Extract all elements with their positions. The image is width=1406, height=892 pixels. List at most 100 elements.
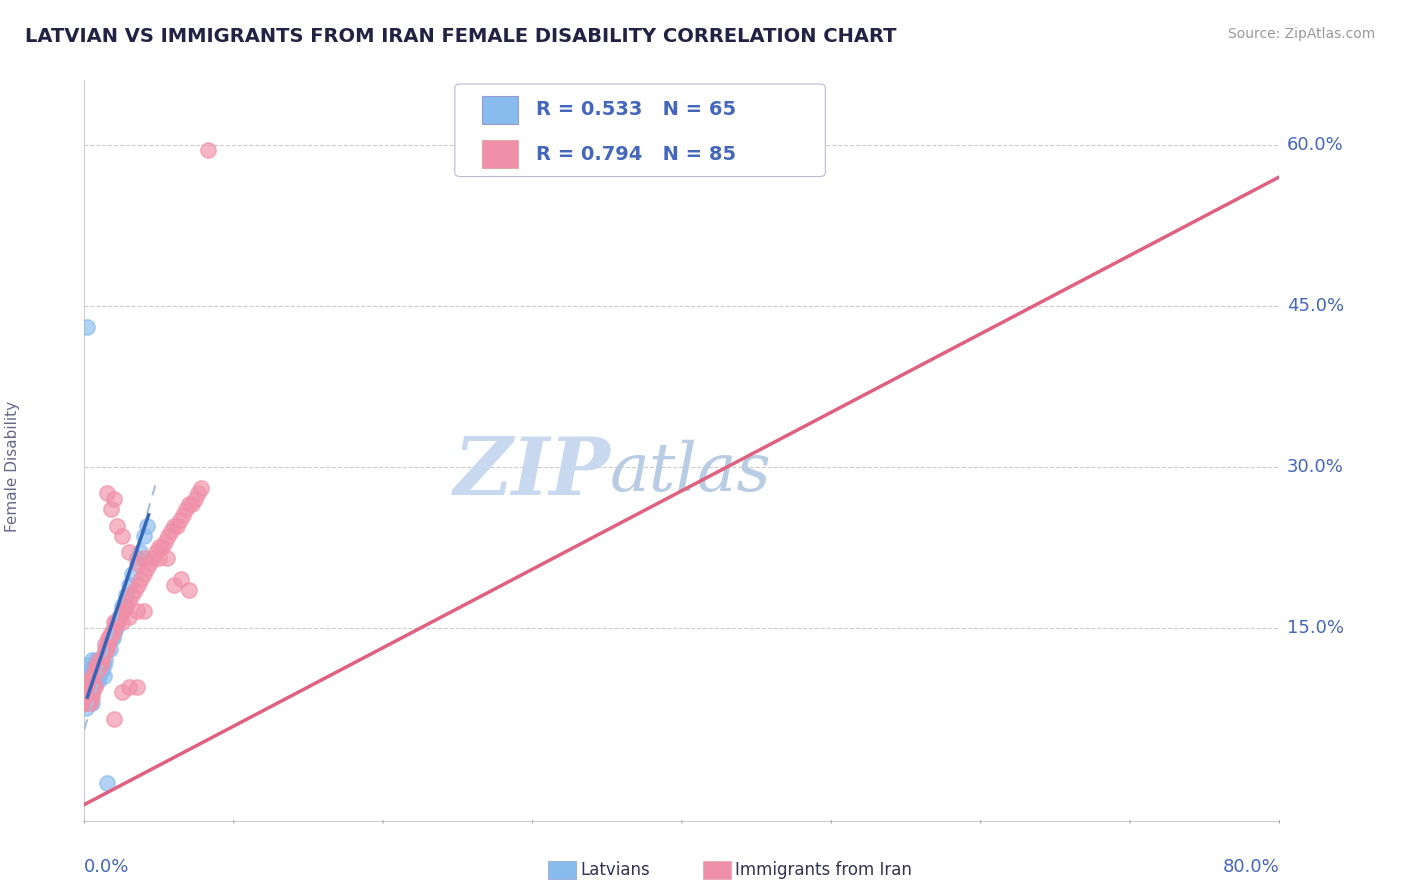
Point bbox=[82, 674, 104, 689]
Point bbox=[76, 674, 98, 689]
Point bbox=[82, 664, 104, 678]
Point bbox=[93, 648, 115, 662]
Point bbox=[76, 690, 98, 705]
Point bbox=[107, 609, 129, 624]
Point bbox=[83, 669, 105, 683]
Point bbox=[169, 513, 191, 527]
Point bbox=[125, 556, 148, 570]
Point bbox=[83, 658, 105, 673]
Point bbox=[132, 529, 156, 543]
Text: 80.0%: 80.0% bbox=[1223, 858, 1279, 876]
Point bbox=[75, 696, 97, 710]
Point bbox=[86, 658, 108, 673]
Point bbox=[83, 664, 105, 678]
Point bbox=[100, 625, 122, 640]
Point bbox=[83, 680, 105, 694]
Point bbox=[142, 550, 165, 565]
Point bbox=[89, 669, 111, 683]
Point bbox=[125, 604, 148, 618]
Point bbox=[101, 625, 124, 640]
Point bbox=[76, 696, 98, 710]
Point bbox=[103, 625, 125, 640]
Point bbox=[89, 653, 111, 667]
Point bbox=[148, 540, 170, 554]
Text: Source: ZipAtlas.com: Source: ZipAtlas.com bbox=[1227, 27, 1375, 41]
Point bbox=[166, 518, 188, 533]
Text: atlas: atlas bbox=[610, 440, 772, 505]
Point bbox=[94, 642, 117, 657]
Text: 60.0%: 60.0% bbox=[1286, 136, 1344, 153]
Point bbox=[77, 680, 100, 694]
Point bbox=[77, 685, 100, 699]
Point bbox=[79, 685, 101, 699]
Point bbox=[132, 550, 156, 565]
Point bbox=[157, 529, 180, 543]
Text: Female Disability: Female Disability bbox=[6, 401, 20, 533]
Point bbox=[148, 550, 170, 565]
Point bbox=[91, 653, 114, 667]
Point bbox=[118, 680, 141, 694]
FancyBboxPatch shape bbox=[482, 140, 519, 169]
Point bbox=[79, 664, 101, 678]
Text: ZIP: ZIP bbox=[453, 434, 610, 511]
Point bbox=[77, 669, 100, 683]
Point bbox=[96, 642, 118, 657]
Point bbox=[77, 690, 100, 705]
Point bbox=[115, 599, 138, 613]
Point bbox=[187, 486, 209, 500]
Point bbox=[94, 637, 117, 651]
Point bbox=[124, 582, 146, 597]
Point bbox=[114, 593, 136, 607]
Point bbox=[103, 615, 125, 629]
Point bbox=[97, 637, 120, 651]
Text: Immigrants from Iran: Immigrants from Iran bbox=[735, 861, 912, 879]
Point bbox=[89, 664, 111, 678]
Point bbox=[96, 486, 118, 500]
Point bbox=[79, 680, 101, 694]
Point bbox=[104, 615, 127, 629]
Point bbox=[112, 604, 135, 618]
Point bbox=[86, 669, 108, 683]
Point bbox=[87, 669, 110, 683]
Point bbox=[110, 609, 132, 624]
Point bbox=[77, 690, 100, 705]
Point bbox=[118, 609, 141, 624]
Text: 45.0%: 45.0% bbox=[1286, 297, 1344, 315]
Point bbox=[103, 712, 125, 726]
Point bbox=[90, 658, 112, 673]
Point bbox=[105, 615, 128, 629]
Point bbox=[76, 685, 98, 699]
Point bbox=[111, 599, 134, 613]
FancyBboxPatch shape bbox=[482, 95, 519, 124]
Point bbox=[76, 685, 98, 699]
Point bbox=[77, 680, 100, 694]
Point bbox=[80, 669, 103, 683]
Point bbox=[103, 491, 125, 506]
Point bbox=[87, 664, 110, 678]
Point bbox=[80, 685, 103, 699]
Point bbox=[76, 320, 98, 334]
Point bbox=[125, 680, 148, 694]
Point bbox=[121, 566, 143, 581]
Point bbox=[118, 577, 141, 591]
Point bbox=[160, 524, 183, 538]
Point bbox=[104, 620, 127, 634]
Point bbox=[86, 653, 108, 667]
Point bbox=[170, 572, 193, 586]
Point bbox=[79, 674, 101, 689]
Point bbox=[79, 696, 101, 710]
Point bbox=[101, 632, 124, 646]
Point bbox=[79, 669, 101, 683]
Point bbox=[174, 502, 197, 516]
Point bbox=[197, 143, 219, 157]
Point bbox=[75, 690, 97, 705]
Point bbox=[97, 637, 120, 651]
Point bbox=[98, 632, 121, 646]
Point bbox=[127, 577, 149, 591]
Point bbox=[86, 674, 108, 689]
Point bbox=[190, 481, 212, 495]
Text: R = 0.794   N = 85: R = 0.794 N = 85 bbox=[536, 145, 737, 164]
Point bbox=[87, 674, 110, 689]
Point bbox=[75, 701, 97, 715]
Point bbox=[80, 690, 103, 705]
